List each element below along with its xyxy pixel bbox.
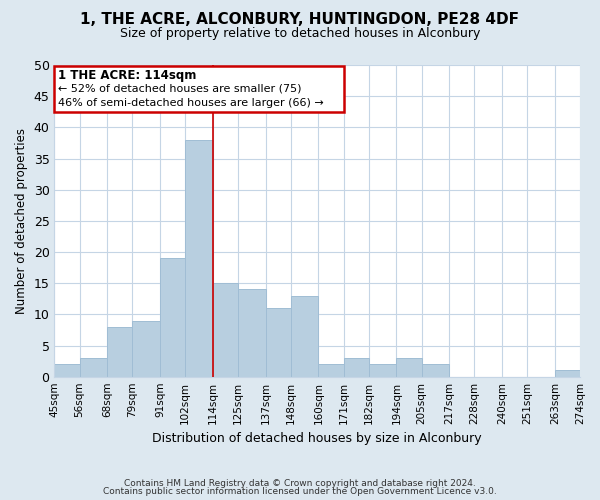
Bar bbox=[55, 364, 80, 376]
Text: ← 52% of detached houses are smaller (75): ← 52% of detached houses are smaller (75… bbox=[58, 84, 301, 94]
Bar bbox=[160, 258, 185, 376]
Y-axis label: Number of detached properties: Number of detached properties bbox=[15, 128, 28, 314]
Bar bbox=[266, 308, 291, 376]
Text: 1 THE ACRE: 114sqm: 1 THE ACRE: 114sqm bbox=[58, 70, 196, 82]
FancyBboxPatch shape bbox=[55, 66, 344, 112]
Bar bbox=[291, 296, 319, 376]
Bar bbox=[80, 358, 107, 376]
Bar bbox=[213, 283, 238, 376]
Bar bbox=[397, 358, 422, 376]
Bar bbox=[185, 140, 213, 376]
Text: Contains public sector information licensed under the Open Government Licence v3: Contains public sector information licen… bbox=[103, 487, 497, 496]
Text: 46% of semi-detached houses are larger (66) →: 46% of semi-detached houses are larger (… bbox=[58, 98, 323, 108]
Bar bbox=[319, 364, 344, 376]
Bar bbox=[555, 370, 580, 376]
Bar bbox=[238, 290, 266, 376]
Bar bbox=[422, 364, 449, 376]
Bar bbox=[344, 358, 369, 376]
X-axis label: Distribution of detached houses by size in Alconbury: Distribution of detached houses by size … bbox=[152, 432, 482, 445]
Bar bbox=[133, 320, 160, 376]
Bar bbox=[107, 327, 133, 376]
Text: 1, THE ACRE, ALCONBURY, HUNTINGDON, PE28 4DF: 1, THE ACRE, ALCONBURY, HUNTINGDON, PE28… bbox=[80, 12, 520, 28]
Bar bbox=[369, 364, 397, 376]
Text: Contains HM Land Registry data © Crown copyright and database right 2024.: Contains HM Land Registry data © Crown c… bbox=[124, 478, 476, 488]
Text: Size of property relative to detached houses in Alconbury: Size of property relative to detached ho… bbox=[120, 28, 480, 40]
